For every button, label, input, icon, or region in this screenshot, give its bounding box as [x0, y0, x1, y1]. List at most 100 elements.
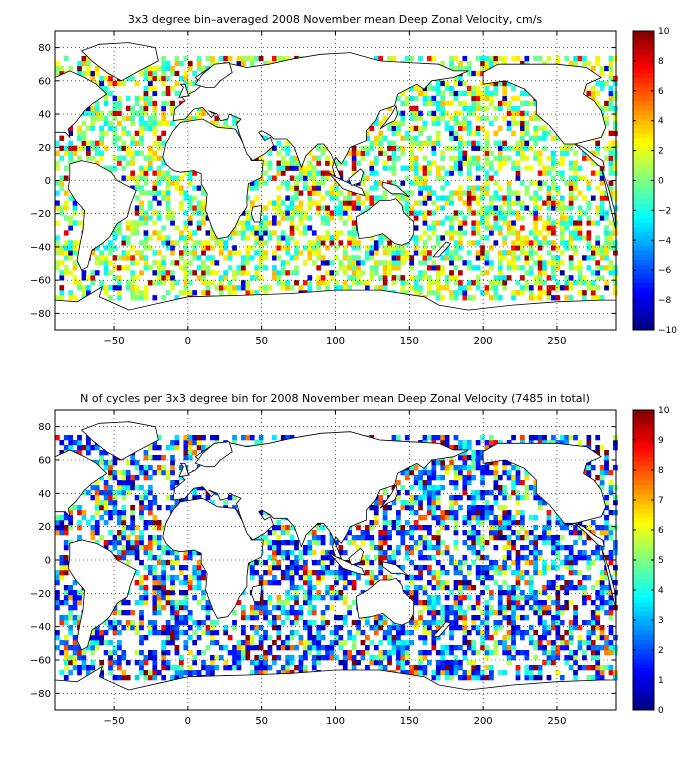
bin-cell: [94, 260, 100, 266]
bin-cell: [161, 170, 167, 176]
bin-cell: [537, 620, 543, 626]
bin-cell: [72, 635, 78, 641]
bin-cell: [440, 270, 446, 276]
bin-cell: [245, 210, 251, 216]
bin-cell: [112, 135, 118, 141]
bin-cell: [471, 105, 477, 112]
bin-cell: [613, 125, 618, 131]
bin-cell: [103, 75, 109, 82]
bin-cell: [564, 600, 570, 606]
bin-cell: [72, 665, 78, 671]
bin-cell: [59, 245, 65, 251]
bin-cell: [400, 670, 406, 676]
bin-cell: [422, 230, 428, 236]
bin-cell: [152, 105, 158, 112]
bin-cell: [506, 265, 512, 271]
bin-cell: [444, 580, 450, 586]
bin-cell: [453, 95, 459, 102]
bin-cell: [68, 295, 74, 301]
bin-cell: [453, 655, 459, 661]
landmass: [348, 168, 365, 187]
bin-cell: [59, 135, 65, 141]
bin-cell: [170, 210, 175, 216]
bin-cell: [218, 55, 224, 62]
bin-cell: [369, 640, 375, 646]
bin-cell: [400, 665, 406, 671]
bin-cell: [258, 260, 264, 266]
bin-cell: [263, 655, 268, 661]
bin-cell: [453, 115, 459, 121]
bin-cell: [272, 660, 277, 666]
bin-cell: [440, 670, 446, 676]
bin-cell: [396, 250, 401, 256]
bin-cell: [245, 260, 251, 266]
bin-cell: [143, 590, 149, 596]
bin-cell: [608, 165, 614, 171]
bin-cell: [427, 275, 432, 281]
bin-cell: [555, 595, 561, 601]
bin-cell: [192, 595, 198, 601]
bin-cell: [466, 65, 472, 72]
bin-cell: [249, 635, 255, 641]
bin-cell: [586, 635, 592, 641]
bin-cell: [63, 650, 69, 656]
y-tick-label: 20: [38, 143, 51, 154]
bin-cell: [396, 645, 401, 651]
bin-cell: [258, 240, 264, 246]
bin-cell: [493, 170, 499, 176]
bin-cell: [413, 620, 419, 626]
bin-cell: [604, 590, 609, 596]
bin-cell: [568, 580, 574, 586]
bin-cell: [427, 85, 432, 92]
bin-cell: [316, 275, 322, 281]
bin-cell: [285, 150, 291, 156]
bin-cell: [484, 105, 490, 112]
bin-cell: [356, 265, 361, 271]
bin-cell: [404, 205, 410, 211]
bin-cell: [365, 130, 370, 136]
bin-cell: [77, 670, 82, 676]
bin-cell: [475, 90, 481, 97]
bin-cell: [489, 670, 494, 676]
bin-cell: [422, 155, 428, 161]
bin-cell: [564, 240, 570, 246]
bin-cell: [103, 630, 109, 636]
bin-cell: [134, 130, 140, 136]
bin-cell: [418, 565, 423, 571]
bin-cell: [143, 190, 149, 196]
bin-cell: [542, 610, 547, 616]
bin-cell: [179, 665, 184, 671]
bin-cell: [400, 565, 406, 571]
bin-cell: [334, 270, 339, 276]
bin-cell: [351, 240, 357, 246]
bin-cell: [334, 190, 339, 196]
bin-cell: [165, 665, 171, 671]
bin-cell: [77, 125, 82, 131]
bin-cell: [489, 265, 494, 271]
bin-cell: [55, 580, 60, 586]
bin-cell: [480, 145, 485, 151]
bin-cell: [502, 115, 508, 121]
bin-cell: [409, 180, 415, 186]
bin-cell: [139, 585, 144, 591]
bin-cell: [276, 240, 282, 246]
bin-cell: [258, 655, 264, 661]
bin-cell: [170, 105, 175, 112]
bin-cell: [161, 665, 167, 671]
bin-cell: [232, 645, 237, 651]
bin-cell: [81, 145, 87, 151]
bin-cell: [373, 180, 379, 186]
bin-cell: [72, 650, 78, 656]
bin-cell: [511, 95, 516, 102]
bin-cell: [258, 600, 264, 606]
bin-cell: [179, 75, 184, 82]
bin-cell: [422, 95, 428, 102]
bin-cell: [161, 585, 167, 591]
bin-cell: [94, 105, 100, 112]
bin-cell: [55, 165, 60, 171]
bin-cell: [294, 630, 299, 636]
bin-cell: [520, 120, 525, 126]
bin-cell: [139, 580, 144, 586]
bin-cell: [551, 255, 556, 261]
bin-cell: [272, 655, 277, 661]
